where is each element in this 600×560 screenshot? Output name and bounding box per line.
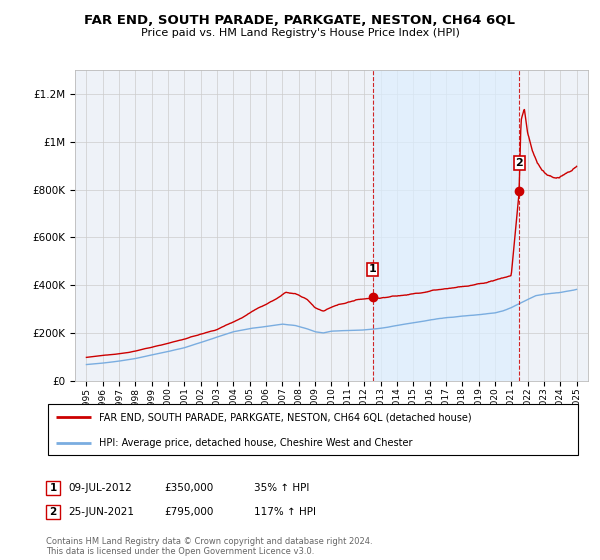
- Text: 1: 1: [369, 264, 377, 274]
- Bar: [373, 70, 519, 381]
- Text: FAR END, SOUTH PARADE, PARKGATE, NESTON, CH64 6QL: FAR END, SOUTH PARADE, PARKGATE, NESTON,…: [85, 14, 515, 27]
- Text: 117% ↑ HPI: 117% ↑ HPI: [254, 507, 316, 517]
- FancyBboxPatch shape: [47, 404, 578, 455]
- Text: 35% ↑ HPI: 35% ↑ HPI: [254, 483, 310, 493]
- Text: £350,000: £350,000: [164, 483, 213, 493]
- Text: HPI: Average price, detached house, Cheshire West and Chester: HPI: Average price, detached house, Ches…: [98, 437, 412, 447]
- Text: Price paid vs. HM Land Registry's House Price Index (HPI): Price paid vs. HM Land Registry's House …: [140, 28, 460, 38]
- Text: 09-JUL-2012: 09-JUL-2012: [68, 483, 132, 493]
- FancyBboxPatch shape: [46, 505, 60, 519]
- Text: 2: 2: [49, 507, 56, 517]
- Text: Contains HM Land Registry data © Crown copyright and database right 2024.
This d: Contains HM Land Registry data © Crown c…: [46, 537, 373, 557]
- Text: FAR END, SOUTH PARADE, PARKGATE, NESTON, CH64 6QL (detached house): FAR END, SOUTH PARADE, PARKGATE, NESTON,…: [98, 412, 472, 422]
- Text: £795,000: £795,000: [164, 507, 214, 517]
- Text: 2: 2: [515, 158, 523, 168]
- Text: 1: 1: [49, 483, 56, 493]
- FancyBboxPatch shape: [46, 481, 60, 495]
- Text: 25-JUN-2021: 25-JUN-2021: [68, 507, 134, 517]
